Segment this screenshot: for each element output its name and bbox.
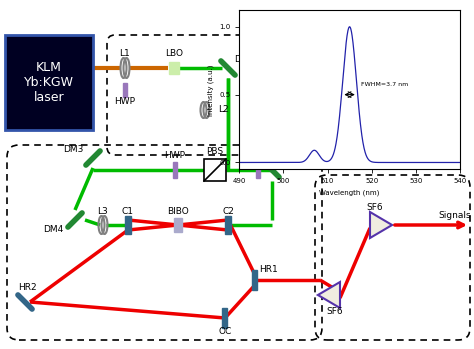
Text: SF6: SF6 <box>367 202 383 211</box>
Text: L2: L2 <box>218 105 228 114</box>
Text: BIBO: BIBO <box>167 207 189 215</box>
Text: KLM
Yb:KGW
laser: KLM Yb:KGW laser <box>24 61 74 104</box>
Text: HWP: HWP <box>164 151 185 161</box>
Text: L1: L1 <box>119 50 130 59</box>
Text: DM3: DM3 <box>63 146 83 155</box>
Text: DM1: DM1 <box>234 55 254 65</box>
Text: HWP: HWP <box>115 97 136 106</box>
Bar <box>256 162 260 178</box>
Text: HWP: HWP <box>247 151 268 161</box>
Bar <box>169 62 179 74</box>
Text: HR1: HR1 <box>260 266 278 275</box>
Text: PBS: PBS <box>207 148 224 156</box>
Bar <box>123 83 127 97</box>
Polygon shape <box>370 212 392 238</box>
Y-axis label: Intensity (a.u.): Intensity (a.u.) <box>207 64 213 116</box>
Bar <box>253 270 257 290</box>
Bar <box>173 162 177 178</box>
Text: Signals: Signals <box>439 210 471 220</box>
Text: HR2: HR2 <box>18 283 36 292</box>
Text: FWHM=3.7 nm: FWHM=3.7 nm <box>361 82 408 88</box>
Polygon shape <box>318 282 340 308</box>
Text: DM4: DM4 <box>43 225 63 235</box>
Bar <box>204 159 226 181</box>
Bar <box>222 308 228 328</box>
Text: OC: OC <box>219 327 232 336</box>
Text: SF6: SF6 <box>327 307 343 317</box>
Text: L3: L3 <box>98 208 109 216</box>
Bar <box>225 216 231 234</box>
Text: DM2: DM2 <box>280 157 300 166</box>
Bar <box>174 218 182 232</box>
Bar <box>125 216 131 234</box>
Bar <box>5 35 93 130</box>
Text: C1: C1 <box>122 207 134 215</box>
X-axis label: Wavelength (nm): Wavelength (nm) <box>319 190 380 196</box>
Text: LBO: LBO <box>165 50 183 59</box>
Text: C2: C2 <box>222 207 234 215</box>
